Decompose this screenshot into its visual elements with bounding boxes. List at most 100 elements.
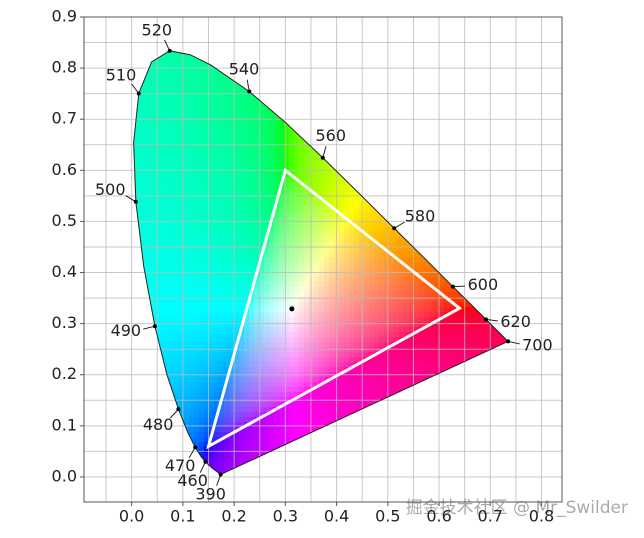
color-cell	[404, 37, 410, 43]
color-cell	[214, 52, 220, 58]
color-cell	[389, 37, 395, 43]
color-cell	[389, 437, 395, 443]
color-cell	[184, 302, 190, 308]
color-cell	[239, 212, 245, 218]
color-cell	[279, 322, 285, 328]
color-cell	[304, 357, 310, 363]
color-cell	[389, 182, 395, 188]
color-cell	[299, 217, 305, 223]
color-cell	[364, 297, 370, 303]
color-cell	[269, 62, 275, 68]
color-cell	[294, 322, 300, 328]
color-cell	[344, 402, 350, 408]
color-cell	[154, 137, 160, 143]
color-cell	[214, 87, 220, 93]
color-cell	[274, 152, 280, 158]
color-cell	[309, 357, 315, 363]
color-cell	[149, 227, 155, 233]
color-cell	[184, 267, 190, 273]
color-cell	[239, 292, 245, 298]
color-cell	[369, 302, 375, 308]
color-cell	[389, 102, 395, 108]
color-cell	[184, 202, 190, 208]
color-cell	[239, 427, 245, 433]
color-cell	[134, 132, 140, 138]
color-cell	[204, 157, 210, 163]
color-cell	[189, 322, 195, 328]
color-cell	[159, 232, 165, 238]
color-cell	[344, 382, 350, 388]
color-cell	[244, 227, 250, 233]
color-cell	[329, 177, 335, 183]
color-cell	[269, 432, 275, 438]
color-cell	[264, 427, 270, 433]
color-cell	[169, 147, 175, 153]
color-cell	[174, 152, 180, 158]
color-cell	[159, 157, 165, 163]
color-cell	[384, 332, 390, 338]
color-cell	[329, 87, 335, 93]
color-cell	[314, 287, 320, 293]
color-cell	[254, 212, 260, 218]
color-cell	[374, 412, 380, 418]
color-cell	[219, 57, 225, 63]
color-cell	[184, 382, 190, 388]
color-cell	[304, 162, 310, 168]
color-cell	[259, 102, 265, 108]
color-cell	[164, 237, 170, 243]
color-cell	[339, 392, 345, 398]
color-cell	[304, 152, 310, 158]
color-cell	[294, 392, 300, 398]
color-cell	[189, 262, 195, 268]
color-cell	[364, 202, 370, 208]
color-cell	[244, 407, 250, 413]
color-cell	[344, 377, 350, 383]
color-cell	[239, 147, 245, 153]
color-cell	[374, 362, 380, 368]
color-cell	[149, 397, 155, 403]
color-cell	[254, 167, 260, 173]
color-cell	[179, 117, 185, 123]
color-cell	[264, 227, 270, 233]
color-cell	[199, 202, 205, 208]
color-cell	[189, 392, 195, 398]
color-cell	[369, 50, 375, 53]
color-cell	[339, 167, 345, 173]
color-cell	[314, 37, 320, 43]
color-cell	[339, 197, 345, 203]
color-cell	[209, 412, 215, 418]
color-cell	[179, 407, 185, 413]
color-cell	[344, 267, 350, 273]
color-cell	[384, 117, 390, 123]
color-cell	[274, 412, 280, 418]
color-cell	[284, 257, 290, 263]
color-cell	[329, 467, 335, 473]
color-cell	[319, 50, 325, 53]
color-cell	[219, 77, 225, 83]
color-cell	[134, 50, 140, 53]
color-cell	[319, 212, 325, 218]
color-cell	[279, 147, 285, 153]
color-cell	[279, 77, 285, 83]
color-cell	[219, 277, 225, 283]
color-cell	[339, 337, 345, 343]
color-cell	[324, 282, 330, 288]
color-cell	[164, 192, 170, 198]
color-cell	[344, 352, 350, 358]
color-cell	[274, 222, 280, 228]
color-cell	[369, 427, 375, 433]
color-cell	[259, 187, 265, 193]
color-cell	[394, 337, 400, 343]
color-cell	[199, 147, 205, 153]
color-cell	[164, 202, 170, 208]
color-cell	[179, 307, 185, 313]
color-cell	[329, 387, 335, 393]
color-cell	[299, 452, 305, 458]
color-cell	[149, 62, 155, 68]
color-cell	[379, 132, 385, 138]
color-cell	[184, 87, 190, 93]
color-cell	[274, 257, 280, 263]
color-cell	[199, 287, 205, 293]
color-cell	[149, 437, 155, 443]
color-cell	[209, 217, 215, 223]
